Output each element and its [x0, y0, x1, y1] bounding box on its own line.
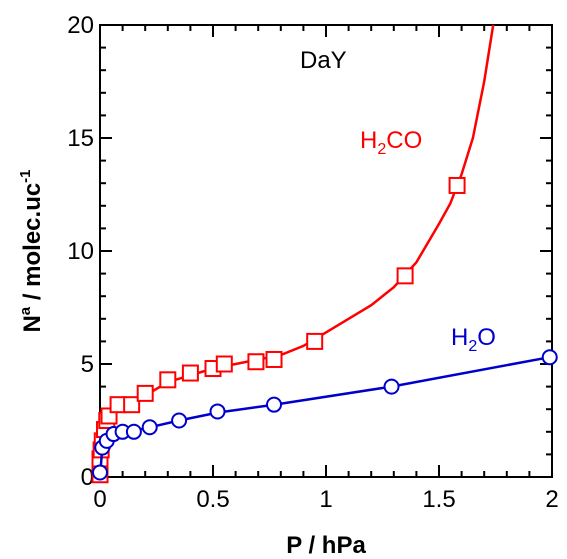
x-axis-title: P / hPa — [286, 532, 366, 559]
h2o-label-rest: O — [477, 324, 496, 351]
data-series — [91, 24, 558, 484]
data-point — [209, 403, 226, 420]
series-square — [91, 24, 495, 484]
data-point — [159, 371, 177, 389]
axis-ticks — [99, 24, 553, 478]
h2co-label-sub: 2 — [377, 141, 386, 158]
x-tick-label: 0.5 — [196, 486, 229, 513]
y-tick-label: 5 — [81, 351, 94, 378]
h2o-label: H2O — [451, 324, 496, 355]
x-tick-label: 1.5 — [422, 486, 455, 513]
data-point — [123, 396, 141, 414]
data-point — [383, 378, 400, 395]
h2co-label: H2CO — [360, 127, 422, 158]
y-axis-title-sup2: -1 — [17, 169, 34, 182]
data-point — [265, 350, 283, 368]
data-point — [396, 267, 414, 285]
plot-frame — [99, 24, 553, 478]
y-axis-title-sup: a — [17, 306, 34, 315]
x-tick-label: 0 — [93, 486, 106, 513]
sample-label: DaY — [300, 47, 347, 74]
x-tick-label: 2 — [545, 486, 558, 513]
h2co-label-main: H — [360, 127, 377, 154]
data-point — [266, 396, 283, 413]
data-point — [141, 419, 158, 436]
series-line — [98, 24, 495, 478]
y-tick-label: 0 — [81, 464, 94, 491]
h2o-label-sub: 2 — [468, 338, 477, 355]
x-tick-labels: 0 0.5 1 1.5 2 — [93, 486, 558, 513]
data-point — [306, 332, 324, 350]
h2o-label-main: H — [451, 324, 468, 351]
x-tick-label: 1 — [319, 486, 332, 513]
y-tick-label: 10 — [67, 238, 94, 265]
data-point — [92, 464, 108, 481]
series-circle — [92, 349, 558, 481]
y-axis-title-main: N — [19, 315, 46, 332]
y-tick-labels: 0 5 10 15 20 — [67, 12, 94, 491]
data-point — [181, 364, 199, 382]
y-axis-title-rest: / molec.uc — [19, 183, 46, 307]
y-tick-label: 15 — [67, 125, 94, 152]
data-point — [541, 349, 558, 366]
data-point — [125, 423, 142, 440]
data-point — [247, 353, 265, 371]
data-point — [448, 176, 466, 194]
data-point — [171, 412, 188, 429]
data-point — [136, 384, 154, 402]
data-point — [215, 355, 233, 373]
y-tick-label: 20 — [67, 12, 94, 39]
y-axis-title: Na / molec.uc-1 — [17, 169, 46, 332]
h2co-label-rest: CO — [386, 127, 422, 154]
